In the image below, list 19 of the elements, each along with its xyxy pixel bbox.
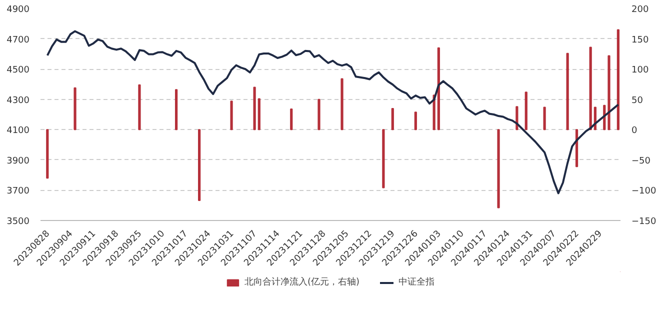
y-tick-label: 3700	[6, 186, 30, 197]
legend-label: 中证全指	[398, 276, 435, 288]
y2-tick-label: −150	[632, 217, 656, 227]
y2-tick-label: 150	[632, 35, 649, 46]
y-tick-label: 3500	[6, 217, 30, 227]
y2-tick-label: −50	[632, 156, 651, 166]
y2-tick-label: 200	[632, 5, 649, 15]
line-series	[46, 30, 620, 194]
y-tick-label: 4700	[6, 35, 30, 46]
y-tick-label: 4500	[6, 66, 30, 76]
y2-tick-label: 100	[632, 66, 649, 76]
y2-tick-label: −100	[632, 186, 656, 197]
y2-tick-label: 0	[632, 126, 638, 136]
y-tick-label: 4100	[6, 126, 30, 136]
y-tick-label: 4300	[6, 96, 30, 106]
y-tick-label: 3900	[6, 156, 30, 166]
legend-label: 北向合计净流入(亿元，右轴)	[244, 276, 360, 288]
y-tick-label: 4900	[6, 5, 30, 15]
y2-tick-label: 50	[632, 96, 644, 106]
